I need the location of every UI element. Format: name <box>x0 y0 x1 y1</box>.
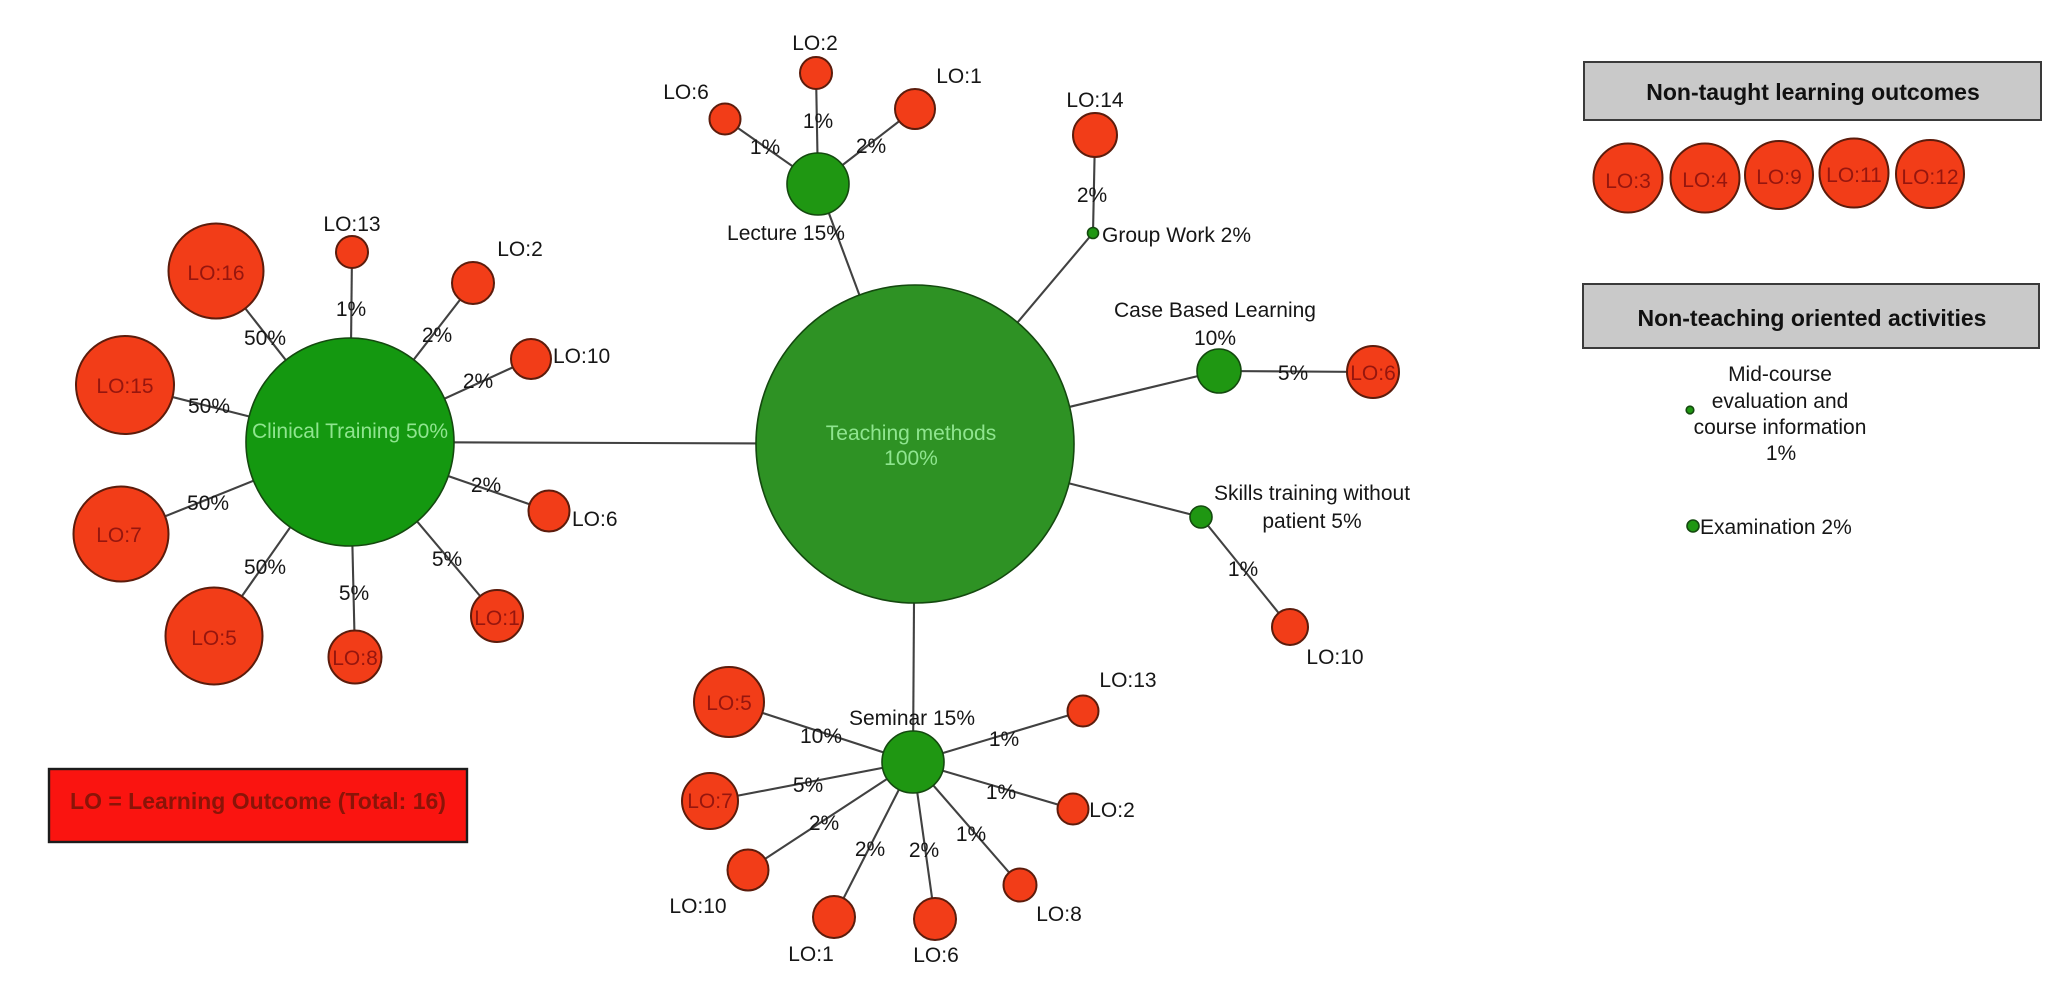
svg-text:Mid-course: Mid-course <box>1728 363 1832 386</box>
svg-text:5%: 5% <box>432 548 462 571</box>
svg-text:Teaching methods: Teaching methods <box>826 422 996 445</box>
svg-text:5%: 5% <box>793 774 823 797</box>
svg-text:2%: 2% <box>471 474 501 497</box>
svg-text:5%: 5% <box>1278 362 1308 385</box>
svg-text:LO:1: LO:1 <box>788 943 834 966</box>
svg-text:Clinical Training 50%: Clinical Training 50% <box>252 420 448 443</box>
svg-text:Seminar 15%: Seminar 15% <box>849 707 975 730</box>
svg-text:LO:1: LO:1 <box>936 65 982 88</box>
svg-text:patient 5%: patient 5% <box>1262 510 1361 533</box>
svg-text:Lecture 15%: Lecture 15% <box>727 222 845 245</box>
svg-text:1%: 1% <box>989 728 1019 751</box>
svg-text:Skills training without: Skills training without <box>1214 482 1410 505</box>
svg-text:1%: 1% <box>986 781 1016 804</box>
svg-text:LO:8: LO:8 <box>1036 903 1082 926</box>
svg-text:Non-taught learning outcomes: Non-taught learning outcomes <box>1646 79 1980 105</box>
svg-text:LO:13: LO:13 <box>1099 669 1156 692</box>
svg-text:2%: 2% <box>1077 184 1107 207</box>
svg-text:LO:15: LO:15 <box>96 375 153 398</box>
svg-text:LO:12: LO:12 <box>1901 166 1958 189</box>
svg-text:LO = Learning Outcome (Total:: LO = Learning Outcome (Total: 16) <box>70 788 446 814</box>
svg-text:LO:9: LO:9 <box>1756 166 1802 189</box>
svg-text:Group Work 2%: Group Work 2% <box>1102 224 1251 247</box>
svg-text:1%: 1% <box>336 298 366 321</box>
svg-text:LO:6: LO:6 <box>1350 362 1396 385</box>
svg-text:2%: 2% <box>809 812 839 835</box>
svg-text:100%: 100% <box>884 447 938 470</box>
svg-text:1%: 1% <box>750 136 780 159</box>
svg-text:1%: 1% <box>956 823 986 846</box>
svg-text:LO:5: LO:5 <box>706 692 752 715</box>
svg-text:1%: 1% <box>1228 558 1258 581</box>
svg-text:LO:3: LO:3 <box>1605 170 1651 193</box>
svg-text:2%: 2% <box>909 839 939 862</box>
svg-text:10%: 10% <box>1194 327 1236 350</box>
svg-text:LO:10: LO:10 <box>1306 646 1363 669</box>
svg-text:LO:7: LO:7 <box>687 790 733 813</box>
svg-text:50%: 50% <box>188 395 230 418</box>
svg-text:LO:11: LO:11 <box>1826 164 1882 187</box>
svg-text:Case Based Learning: Case Based Learning <box>1114 299 1316 322</box>
svg-text:1%: 1% <box>1766 442 1796 465</box>
svg-text:course information: course information <box>1694 416 1867 439</box>
svg-text:LO:2: LO:2 <box>497 238 543 261</box>
svg-text:50%: 50% <box>244 556 286 579</box>
svg-text:LO:2: LO:2 <box>792 32 838 55</box>
svg-text:10%: 10% <box>800 725 842 748</box>
svg-text:Non-teaching oriented activiti: Non-teaching oriented activities <box>1638 305 1987 331</box>
svg-text:LO:6: LO:6 <box>913 944 959 967</box>
svg-text:2%: 2% <box>463 370 493 393</box>
svg-text:LO:4: LO:4 <box>1682 169 1728 192</box>
svg-text:LO:16: LO:16 <box>187 262 244 285</box>
svg-text:50%: 50% <box>187 492 229 515</box>
svg-text:50%: 50% <box>244 327 286 350</box>
svg-text:LO:8: LO:8 <box>332 647 378 670</box>
svg-text:2%: 2% <box>422 324 452 347</box>
svg-text:5%: 5% <box>339 582 369 605</box>
svg-text:2%: 2% <box>856 135 886 158</box>
svg-text:Examination 2%: Examination 2% <box>1700 516 1852 539</box>
svg-text:evaluation and: evaluation and <box>1712 390 1849 413</box>
svg-text:LO:6: LO:6 <box>572 508 618 531</box>
svg-text:2%: 2% <box>855 838 885 861</box>
svg-text:LO:5: LO:5 <box>191 627 237 650</box>
svg-text:LO:10: LO:10 <box>669 895 726 918</box>
svg-text:LO:6: LO:6 <box>663 81 709 104</box>
svg-text:LO:2: LO:2 <box>1089 799 1135 822</box>
svg-text:LO:1: LO:1 <box>474 607 520 630</box>
svg-text:LO:13: LO:13 <box>323 213 380 236</box>
svg-text:LO:10: LO:10 <box>553 345 610 368</box>
svg-text:LO:7: LO:7 <box>96 524 142 547</box>
svg-text:1%: 1% <box>803 110 833 133</box>
svg-text:LO:14: LO:14 <box>1066 89 1124 112</box>
